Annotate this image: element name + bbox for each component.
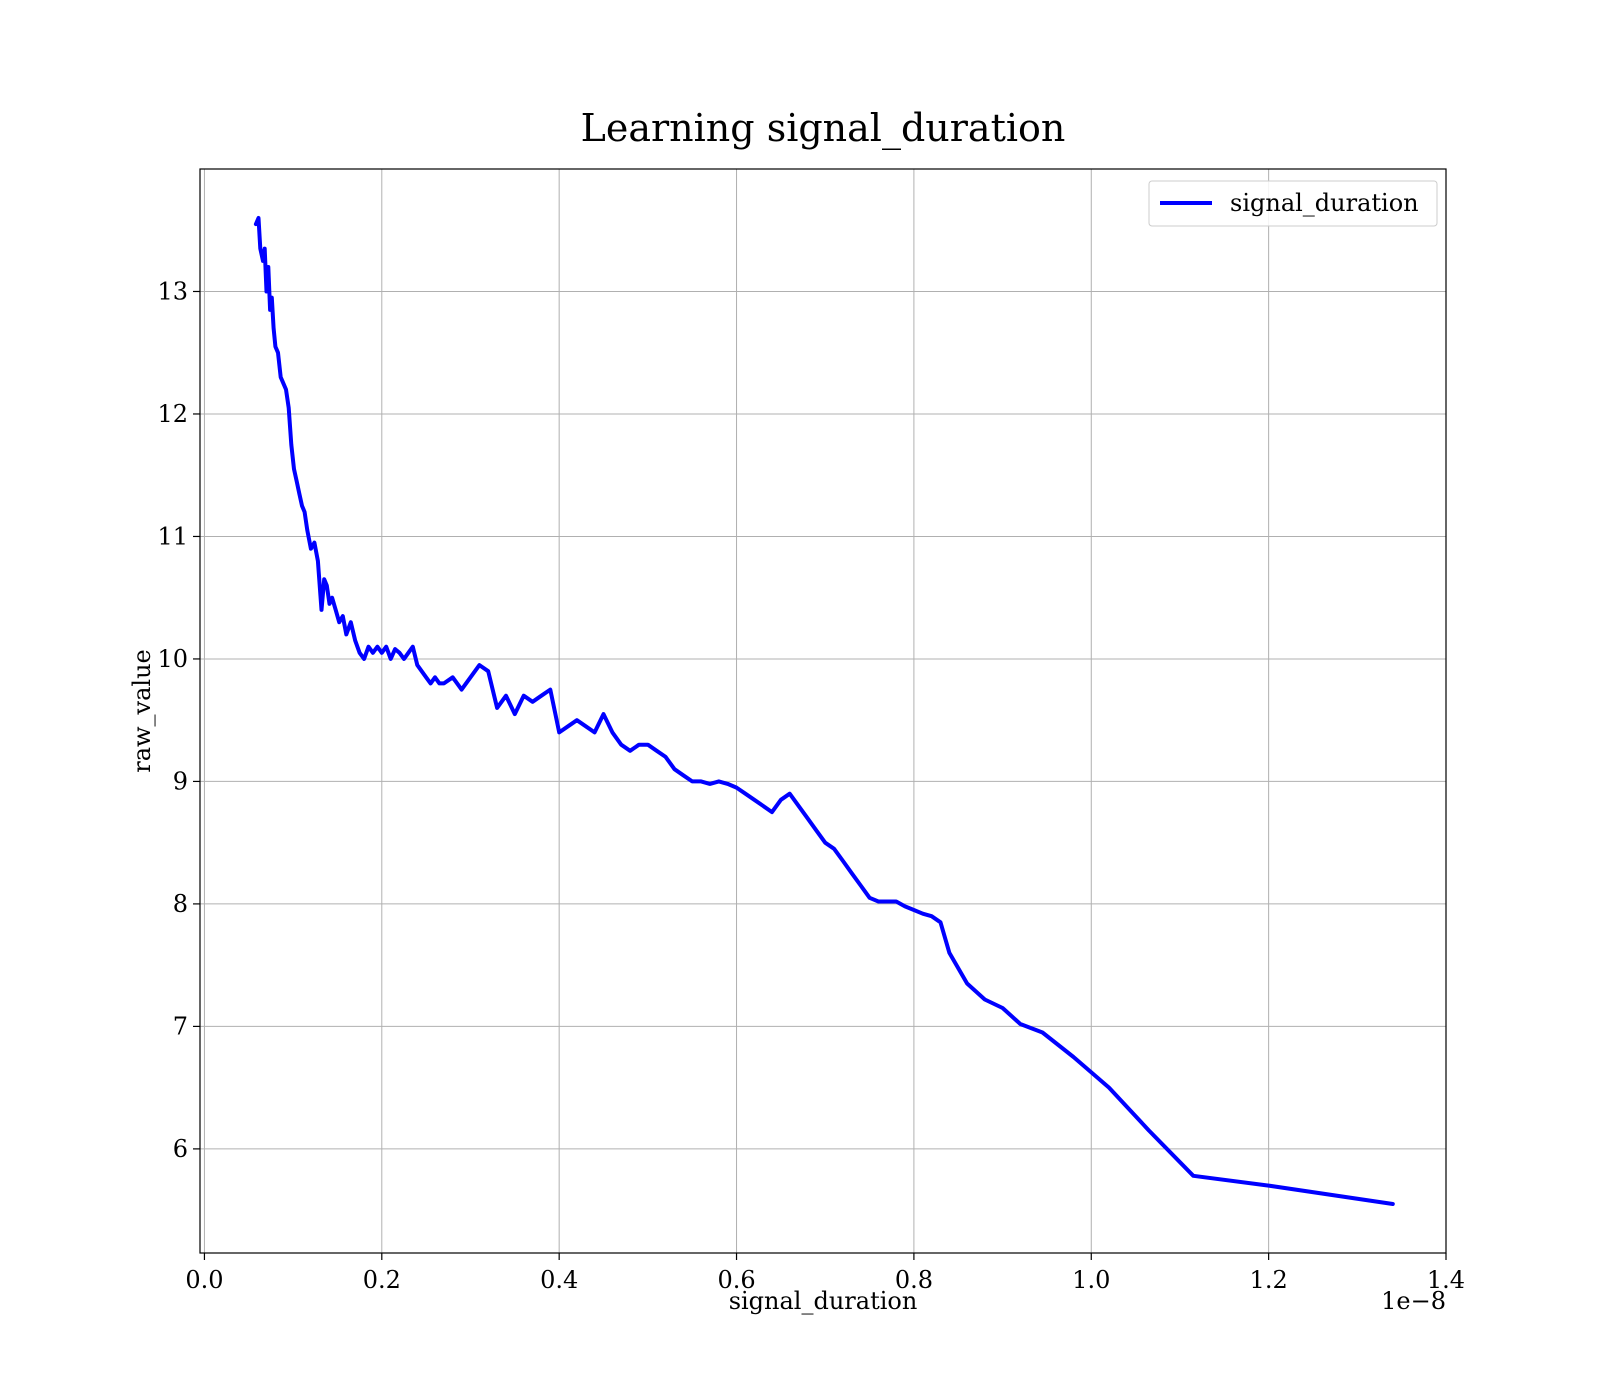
- x-tick-label: 1.0: [1072, 1266, 1110, 1294]
- x-tick-label: 0.4: [540, 1266, 578, 1294]
- tick-layer: 0.0 0.2 0.4 0.6 0.8 1.0 1.2 1.4 6 7 8 9 10 11 12 13: [157, 277, 1465, 1294]
- legend-label-signal-duration: signal_duration: [1230, 189, 1419, 217]
- y-axis-label: raw_value: [128, 649, 156, 773]
- x-axis-label: signal_duration: [729, 1287, 918, 1315]
- x-tick-label: 0.8: [895, 1266, 933, 1294]
- x-tick-label: 1.4: [1427, 1266, 1465, 1294]
- series-line-signal-duration: [253, 216, 1395, 1206]
- legend: signal_duration: [1148, 180, 1438, 227]
- legend-box: [1148, 180, 1438, 227]
- plot-frame: [199, 168, 1447, 1254]
- grid-layer: [200, 169, 1447, 1253]
- x-tick-label: 0.0: [185, 1266, 223, 1294]
- y-tick-label: 8: [173, 890, 188, 918]
- y-tick-label: 10: [157, 645, 188, 673]
- x-axis-offset-text: 1e−8: [1381, 1287, 1446, 1315]
- x-tick-label: 1.2: [1250, 1266, 1288, 1294]
- y-tick-label: 11: [157, 522, 188, 550]
- y-tick-label: 9: [173, 767, 188, 795]
- y-tick-label: 6: [173, 1135, 188, 1163]
- y-tick-label: 7: [173, 1012, 188, 1040]
- y-tick-label: 12: [157, 400, 188, 428]
- y-tick-label: 13: [157, 277, 188, 305]
- x-tick-label: 0.2: [363, 1266, 401, 1294]
- x-tick-label: 0.6: [717, 1266, 755, 1294]
- series-layer: [253, 216, 1395, 1206]
- chart-title: Learning signal_duration: [581, 106, 1066, 151]
